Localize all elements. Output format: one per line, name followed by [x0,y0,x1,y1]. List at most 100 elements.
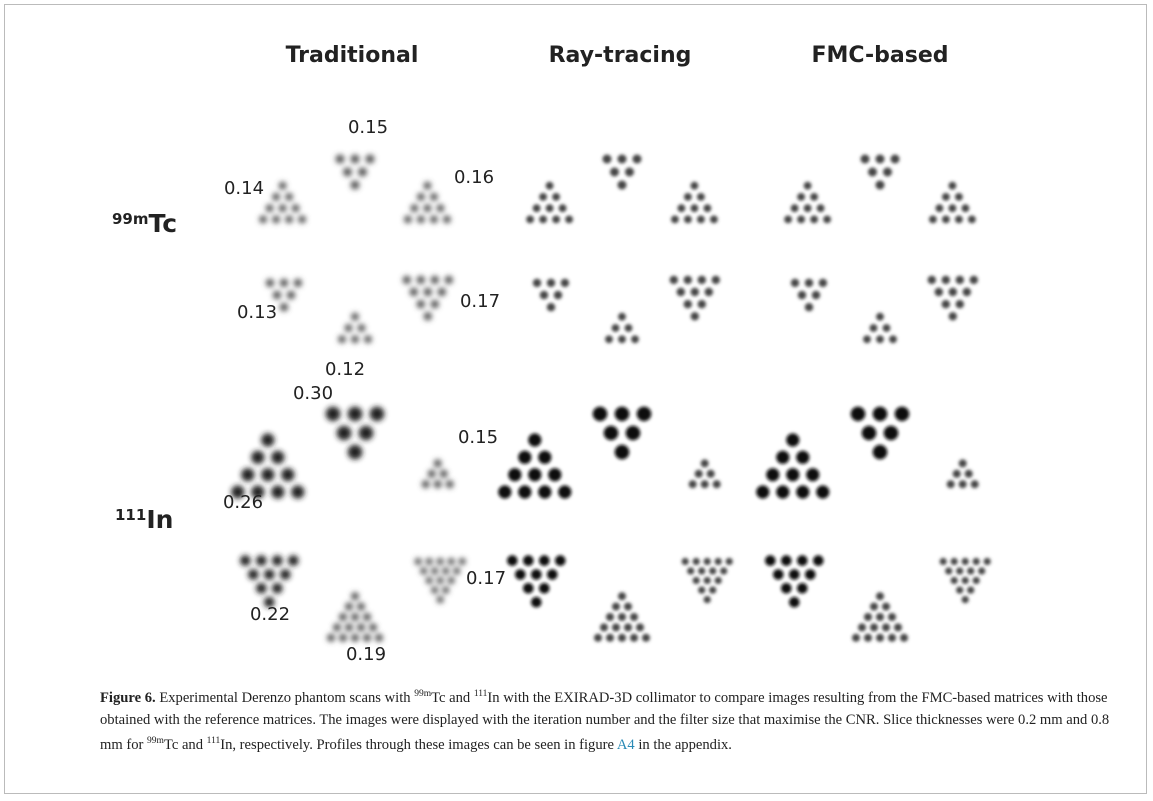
phantom-dot [956,300,964,308]
phantom-dot [292,204,300,212]
phantom-dot [891,155,900,164]
phantom-dot [953,470,961,478]
phantom-dot [936,204,944,212]
phantom-dot [984,558,991,565]
phantom-dot [791,279,799,287]
figure-link[interactable]: A4 [617,737,635,753]
caption-text: in the appendix. [635,737,732,753]
phantom-dot [707,470,715,478]
phantom-dot [956,276,964,284]
phantom-dot [624,623,632,631]
phantom-dot [870,623,878,631]
phantom-dot [518,451,531,464]
phantom-dot [618,313,626,321]
phantom-dot [804,204,812,212]
phantom-dot [294,279,302,287]
phantom-dot [615,445,630,460]
phantom-dot [712,276,720,284]
phantom-dot [928,276,936,284]
phantom-dot [264,569,275,580]
phantom-dot [705,288,713,296]
phantom-dot [704,558,711,565]
cnr-label: 0.30 [293,383,333,404]
phantom-dot [437,204,445,212]
phantom-dot [704,204,712,212]
phantom-dot [424,312,432,320]
phantom-dot [272,583,283,594]
phantom-dot [935,288,943,296]
phantom-dot [766,468,779,481]
phantom-dot [403,276,411,284]
row-label-sup: 99m [112,210,149,228]
phantom-dot [327,634,335,642]
phantom-dot [612,603,620,611]
phantom-dot [816,485,829,498]
phantom-dot [810,193,818,201]
phantom-dot [424,288,432,296]
phantom-dot [287,291,295,299]
phantom-dot [411,204,419,212]
phantom-dot [701,459,709,467]
phantom-dot [951,558,958,565]
phantom-dot [339,613,347,621]
phantom-dot [248,569,259,580]
phantom-dot [715,577,722,584]
cnr-label: 0.15 [458,427,498,448]
phantom-dot [528,433,541,446]
phantom-dot [430,216,438,224]
phantom-dot [773,569,784,580]
phantom-dot [678,204,686,212]
cnr-label: 0.14 [224,178,264,199]
phantom-dot [431,300,439,308]
phantom-image [498,407,733,642]
phantom-dot [713,480,721,488]
phantom-dot [691,312,699,320]
phantom-dot [776,485,789,498]
phantom-dot [426,558,433,565]
phantom-dot [272,193,280,201]
phantom-dot [539,193,547,201]
phantom-dot [786,433,799,446]
phantom-dot [417,193,425,201]
phantom-dot [453,567,460,574]
cnr-label: 0.13 [237,302,277,323]
phantom-dot [973,577,980,584]
phantom-dot [693,558,700,565]
phantom-dot [547,303,555,311]
phantom-dot [547,569,558,580]
phantom-dot [430,193,438,201]
phantom-dot [965,470,973,478]
phantom-dot [962,204,970,212]
phantom-dot [883,324,891,332]
phantom-dot [256,583,267,594]
phantom-dot [949,312,957,320]
phantom-dot [606,634,614,642]
cnr-label: 0.17 [460,291,500,312]
phantom-dot [797,583,808,594]
phantom-dot [531,597,542,608]
phantom-dot [363,613,371,621]
phantom-dot [358,168,367,177]
phantom-dot [256,555,267,566]
phantom-dot [434,459,442,467]
phantom-dot [558,485,571,498]
phantom-dot [603,155,612,164]
phantom-dot [968,216,976,224]
phantom-dot [929,216,937,224]
phantom-dot [630,634,638,642]
caption-label: Figure 6. [100,690,156,706]
phantom-dot [339,634,347,642]
phantom-dot [942,193,950,201]
phantom-dot [691,288,699,296]
phantom-dot [670,276,678,284]
phantom-dot [805,303,813,311]
phantom-dot [949,288,957,296]
phantom-dot [697,216,705,224]
phantom-dot [523,583,534,594]
phantom-dot [677,288,685,296]
phantom-dot [291,485,304,498]
phantom-dot [883,168,892,177]
row-label: 99mTc [112,209,177,238]
phantom-dot [351,181,360,190]
phantom-dot [671,216,679,224]
